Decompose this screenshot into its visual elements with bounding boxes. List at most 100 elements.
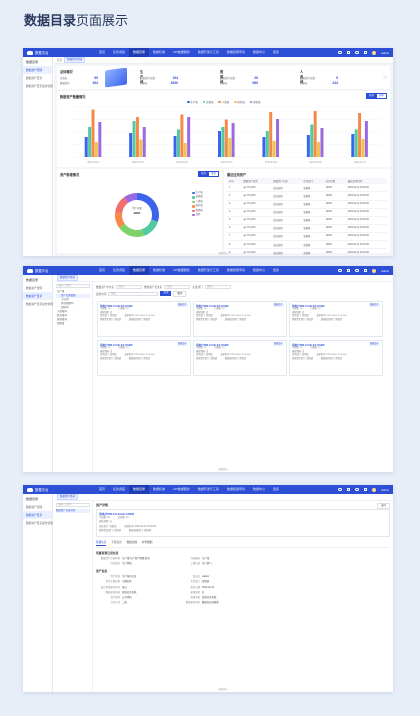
table-row[interactable]: 3 sjx-751-000 宿迁营销 营销部 10000 2022-04-11 15:20… bbox=[227, 200, 387, 209]
filter-date-input[interactable]: 请输入 bbox=[108, 291, 159, 296]
user-name[interactable]: Admin bbox=[381, 268, 389, 273]
logo[interactable]: 数据平台 bbox=[27, 487, 95, 492]
pie-legend-item[interactable]: 物资域 bbox=[192, 209, 203, 213]
tree-node[interactable]: 营销(3) bbox=[61, 306, 69, 309]
legend-item[interactable]: 财务域 bbox=[234, 100, 245, 104]
message-icon[interactable] bbox=[346, 268, 351, 273]
nav-item-8[interactable]: 更多 bbox=[272, 487, 279, 491]
nav-item-6[interactable]: 数据权限申请 bbox=[226, 268, 245, 272]
legend-item[interactable]: 人资域 bbox=[218, 100, 229, 104]
asset-card[interactable]: 用电户DW-CU-ELEC-USER 数据资产 字段数: 10 记录数: 10 更新周期… bbox=[193, 301, 287, 337]
sidebar-item-asset-catalog[interactable]: 数据资产目录 bbox=[26, 77, 43, 80]
legend-item[interactable]: 物资域 bbox=[249, 100, 260, 104]
pie-year-button[interactable]: 按年 bbox=[208, 171, 219, 177]
tab-basic[interactable]: 基础信息 bbox=[96, 541, 107, 546]
sidebar-item-asset-manage[interactable]: 数据资产管理 bbox=[26, 287, 43, 290]
avatar[interactable] bbox=[372, 268, 377, 273]
nav-item-6[interactable]: 数据权限申请 bbox=[226, 50, 245, 54]
tab-samples[interactable]: 样例数据 bbox=[142, 541, 153, 544]
grid-icon[interactable] bbox=[363, 268, 368, 273]
back-button[interactable]: 返回 bbox=[376, 503, 390, 509]
nav-item-2[interactable]: 数据目录 bbox=[129, 48, 150, 57]
grid-icon[interactable] bbox=[363, 50, 368, 55]
sidebar-item-asset-catalog[interactable]: 数据资产目录 bbox=[23, 292, 52, 300]
tab-lineage[interactable]: 数据血缘 bbox=[126, 541, 138, 544]
nav-item-7[interactable]: 数据中心 bbox=[252, 50, 265, 54]
nav-item-0[interactable]: 首页 bbox=[99, 268, 106, 272]
message-icon[interactable] bbox=[346, 50, 351, 55]
nav-item-4[interactable]: API数据服务 bbox=[173, 487, 190, 491]
asset-card-title[interactable]: 用电户DW-CU-ELEC-USER bbox=[100, 344, 133, 347]
sidebar-item-asset-catalog[interactable]: 数据资产目录 bbox=[23, 511, 52, 519]
avatar[interactable] bbox=[372, 50, 377, 55]
table-row[interactable]: 8 sjx-751-000 宿迁营销 营销部 10000 2022-04-11 15:20… bbox=[227, 240, 387, 250]
filter-en-name-input[interactable]: 请输入 bbox=[164, 284, 191, 289]
nav-item-3[interactable]: 数据标准 bbox=[153, 487, 166, 491]
pie-legend-item[interactable]: 营销域 bbox=[192, 195, 203, 199]
logo[interactable]: 数据平台 bbox=[27, 268, 95, 273]
table-row[interactable]: 6 sjx-751-000 宿迁营销 营销部 10000 2022-04-11 15:20… bbox=[227, 224, 387, 233]
asset-card-title[interactable]: 用电户DW-CU-ELEC-USER bbox=[292, 305, 325, 308]
tree-node[interactable]: 资产分类管理 bbox=[56, 294, 90, 298]
tree-node[interactable]: 财务域(3) bbox=[57, 314, 68, 317]
sidebar-item-catalog-publish[interactable]: 数据资产目录发布管理 bbox=[26, 85, 53, 88]
nav-item-5[interactable]: 数据开发与工具 bbox=[197, 50, 219, 54]
nav-item-0[interactable]: 首页 bbox=[99, 50, 106, 54]
bar-year-button[interactable]: 按年 bbox=[376, 93, 387, 99]
asset-card-title[interactable]: 用电户DW-CU-ELEC-USER bbox=[100, 305, 133, 308]
bell-icon[interactable] bbox=[355, 268, 359, 273]
avatar[interactable] bbox=[372, 487, 377, 492]
bell-icon[interactable] bbox=[355, 487, 359, 492]
table-row[interactable]: 7 sjx-751-000 宿迁营销 营销部 10000 2022-04-11 15:20… bbox=[227, 232, 387, 242]
asset-card-title[interactable]: 用电户DW-CU-ELEC-USER bbox=[292, 344, 325, 347]
breadcrumb-tag[interactable]: 数据资产目录 bbox=[64, 57, 86, 63]
message-icon[interactable] bbox=[346, 487, 351, 492]
asset-card[interactable]: 用电户DW-CU-ELEC-USER 数据资产 字段数: 10 记录数: 10 更新周期… bbox=[289, 340, 383, 376]
nav-item-4[interactable]: API数据服务 bbox=[173, 50, 190, 54]
nav-item-6[interactable]: 数据权限申请 bbox=[226, 487, 245, 491]
tree-node[interactable]: 人资域(3) bbox=[57, 310, 68, 313]
breadcrumb-tag[interactable]: 数据资产目录 bbox=[57, 275, 79, 281]
sidebar-item-catalog-publish[interactable]: 数据资产目录发布管理 bbox=[26, 303, 53, 306]
asset-card[interactable]: 用电户DW-CU-ELEC-USER 数据资产 字段数: 10 记录数: 10 更新周期… bbox=[97, 340, 191, 376]
nav-item-8[interactable]: 更多 bbox=[272, 50, 279, 54]
legend-item[interactable]: 营销域 bbox=[202, 100, 213, 104]
tree-node-detail[interactable]: 数据资产目录详情 bbox=[56, 509, 90, 513]
search-icon[interactable] bbox=[338, 50, 342, 55]
pie-legend-item[interactable]: 人资域 bbox=[192, 200, 203, 204]
asset-card[interactable]: 用电户DW-CU-ELEC-USER 数据资产 字段数: 10 记录数: 10 更新周期… bbox=[97, 301, 191, 337]
table-row[interactable]: 2 sjx-751-000 宿迁营销 营销部 10000 2022-04-11 15:20… bbox=[227, 191, 387, 201]
logo[interactable]: 数据平台 bbox=[27, 50, 95, 55]
nav-item-5[interactable]: 数据开发与工具 bbox=[197, 268, 219, 272]
nav-item-3[interactable]: 数据标准 bbox=[153, 268, 166, 272]
breadcrumb-tag[interactable]: 数据资产目录 bbox=[57, 494, 79, 500]
table-row[interactable]: 9 sjx-751-000 宿迁营销 营销部 10000 2022-04-11 15:20… bbox=[227, 248, 387, 256]
nav-item-2[interactable]: 数据目录 bbox=[129, 485, 150, 494]
sidebar-item-asset-manage[interactable]: 数据资产管理 bbox=[23, 66, 52, 74]
filter-cn-name-input[interactable]: 请输入 bbox=[116, 284, 143, 289]
nav-item-5[interactable]: 数据开发与工具 bbox=[197, 487, 219, 491]
nav-item-3[interactable]: 数据标准 bbox=[153, 50, 166, 54]
user-name[interactable]: Admin bbox=[381, 487, 389, 492]
legend-item[interactable]: 生产域 bbox=[187, 100, 198, 104]
tree-node[interactable]: 生产域 bbox=[57, 290, 65, 293]
pie-legend-item[interactable]: 财务域 bbox=[192, 204, 203, 208]
user-name[interactable]: Admin bbox=[381, 50, 389, 55]
filter-dept-input[interactable]: 请输入 bbox=[204, 284, 231, 289]
tree-search-input[interactable]: 请输入关键字 bbox=[56, 284, 90, 288]
tree-node[interactable]: 供电管理(6) bbox=[61, 302, 74, 305]
asset-card[interactable]: 用电户DW-CU-ELEC-USER 数据资产 字段数: 10 记录数: 10 更新周期… bbox=[289, 301, 383, 337]
nav-item-1[interactable]: 任务调度 bbox=[113, 487, 126, 491]
asset-card-title[interactable]: 用电户DW-CU-ELEC-USER bbox=[196, 305, 229, 308]
nav-item-1[interactable]: 任务调度 bbox=[113, 268, 126, 272]
nav-item-7[interactable]: 数据中心 bbox=[252, 487, 265, 491]
nav-item-2[interactable]: 数据目录 bbox=[129, 266, 150, 275]
chevron-right-icon[interactable] bbox=[383, 75, 387, 79]
table-row[interactable]: 1 sjx-751-000 宿迁营销 营销部 10000 2022-04-11 15:20… bbox=[227, 184, 387, 193]
tab-fields[interactable]: 字段信息 bbox=[111, 541, 122, 544]
pie-legend-item[interactable]: 生产域 bbox=[192, 191, 203, 195]
asset-card-title[interactable]: 用电户DW-CU-ELEC-USER bbox=[196, 344, 229, 347]
nav-item-8[interactable]: 更多 bbox=[272, 268, 279, 272]
sidebar-item-asset-manage[interactable]: 数据资产管理 bbox=[26, 506, 43, 509]
grid-icon[interactable] bbox=[363, 487, 368, 492]
